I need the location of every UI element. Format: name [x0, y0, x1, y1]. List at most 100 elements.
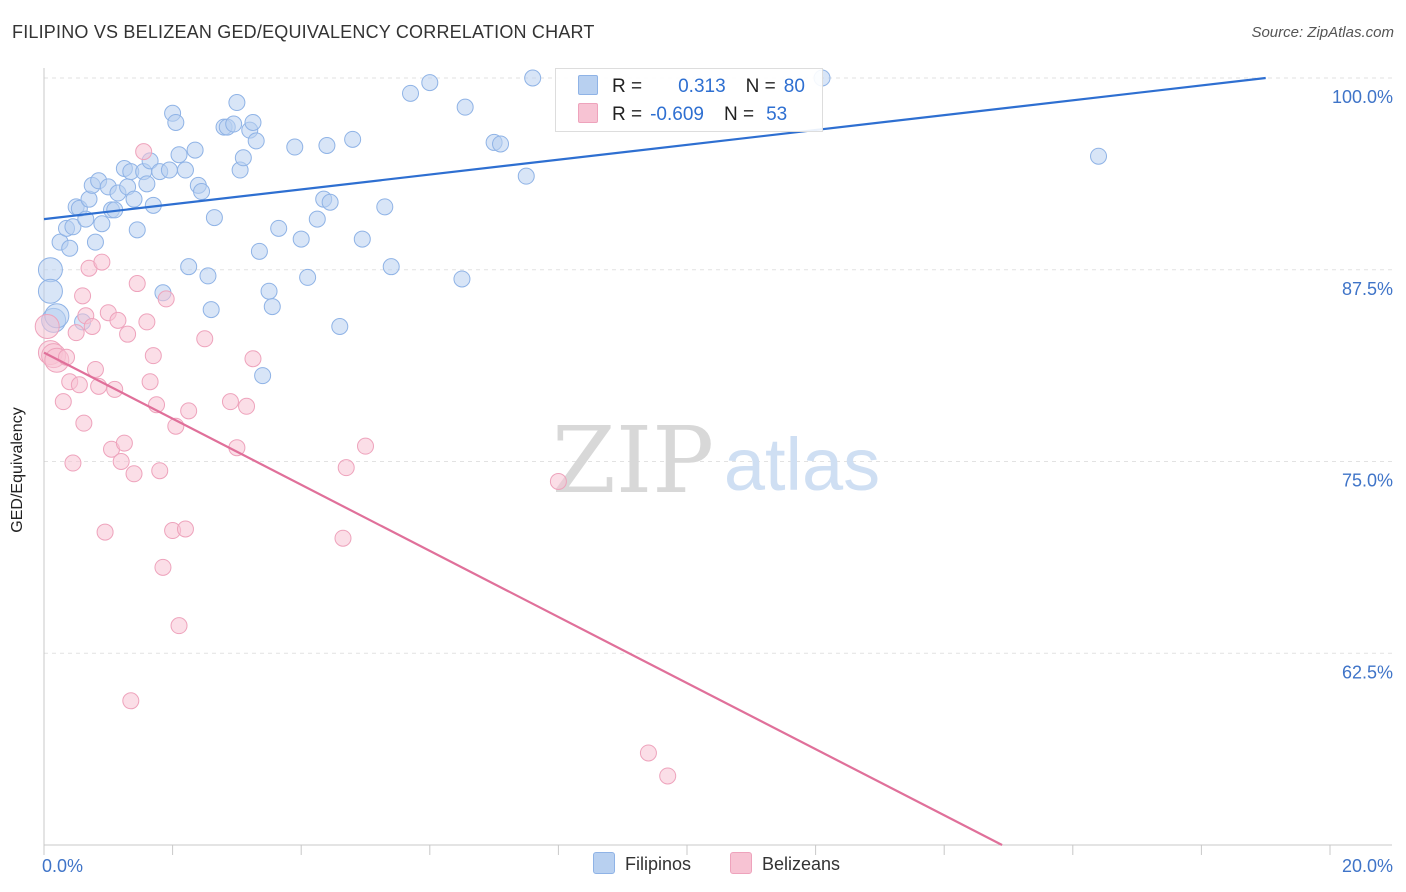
- belizeans-point: [58, 348, 76, 366]
- filipinos-point: [80, 190, 98, 208]
- filipinos-point: [250, 242, 268, 260]
- legend-swatch-belizeans: [578, 103, 598, 123]
- filipinos-point: [128, 221, 146, 239]
- filipinos-point: [492, 135, 510, 153]
- filipinos-point: [260, 282, 278, 300]
- belizeans-point: [238, 397, 256, 415]
- legend-n-label: N =: [723, 104, 755, 125]
- belizeans-point: [64, 454, 82, 472]
- belizeans-point: [334, 529, 352, 547]
- filipinos-point: [138, 175, 156, 193]
- legend-r-value-filipinos: 0.313: [678, 76, 726, 97]
- legend-n-value-belizeans: 53: [766, 104, 788, 125]
- belizeans-point: [659, 767, 677, 785]
- filipinos-point: [205, 209, 223, 227]
- filipinos-point: [421, 74, 439, 92]
- belizeans-point: [337, 459, 355, 477]
- belizeans-point: [170, 617, 188, 635]
- bottom-legend-swatch-filipinos: [593, 852, 615, 874]
- legend-r-label: R =: [612, 104, 643, 125]
- watermark-atlas: atlas: [724, 423, 880, 506]
- filipinos-point: [64, 218, 82, 236]
- filipinos-point: [331, 318, 349, 336]
- belizeans-point: [357, 437, 374, 455]
- belizeans-point: [549, 472, 567, 490]
- trend-lines: [43, 76, 1266, 846]
- belizeans-trend-line: [43, 351, 1003, 846]
- y-tick-label: 100.0%: [1332, 87, 1393, 107]
- source-credit: Source: ZipAtlas.com: [1251, 24, 1394, 41]
- filipinos-point: [1090, 147, 1108, 165]
- belizeans-point: [244, 350, 262, 368]
- watermark: ZIP atlas: [552, 407, 880, 514]
- belizeans-point: [34, 314, 60, 340]
- filipinos-point: [228, 94, 246, 112]
- belizeans-point: [86, 360, 104, 378]
- filipinos-point: [247, 132, 265, 150]
- belizeans-point: [122, 692, 140, 710]
- bottom-legend-label-filipinos: Filipinos: [625, 854, 692, 874]
- bottom-legend-belizeans: Belizeans: [730, 852, 840, 875]
- filipinos-point: [344, 130, 362, 148]
- belizeans-point: [93, 253, 111, 271]
- filipinos-point: [167, 113, 185, 131]
- belizeans-points: [34, 143, 677, 785]
- filipinos-point: [286, 138, 304, 156]
- legend-n-label: N =: [745, 76, 776, 97]
- belizeans-point: [115, 434, 133, 452]
- filipinos-point: [321, 193, 339, 211]
- belizeans-point: [75, 414, 93, 432]
- belizeans-point: [67, 324, 85, 342]
- chart-title: FILIPINO VS BELIZEAN GED/EQUIVALENCY COR…: [12, 22, 595, 42]
- filipinos-point: [234, 149, 252, 167]
- belizeans-point: [128, 275, 146, 293]
- filipinos-point: [376, 198, 394, 216]
- bottom-legend-filipinos: Filipinos: [593, 852, 691, 875]
- belizeans-point: [196, 330, 214, 348]
- belizeans-point: [154, 558, 172, 576]
- y-tick-label: 62.5%: [1342, 662, 1393, 682]
- belizeans-point: [112, 453, 130, 470]
- legend-n-value-filipinos: 80: [783, 76, 805, 97]
- legend-r-value-belizeans: -0.609: [650, 104, 704, 125]
- filipinos-point: [263, 298, 281, 316]
- tick-labels: 62.5% 75.0% 87.5% 100.0% 0.0% 20.0%: [42, 87, 1393, 876]
- filipinos-point: [524, 69, 542, 87]
- filipinos-point: [160, 161, 178, 179]
- watermark-zip: ZIP: [552, 407, 714, 514]
- x-tick-label-min: 0.0%: [42, 856, 83, 876]
- filipinos-point: [308, 210, 326, 228]
- gridlines: [44, 77, 1392, 654]
- filipinos-point: [61, 239, 79, 257]
- belizeans-point: [639, 744, 657, 762]
- belizeans-point: [135, 143, 153, 161]
- belizeans-point: [119, 325, 137, 343]
- correlation-legend: R = 0.313 N = 80 R = -0.609 N = 53: [555, 68, 823, 132]
- belizeans-point: [125, 465, 143, 483]
- x-tick-label-max: 20.0%: [1342, 856, 1393, 876]
- legend-r-label: R =: [612, 76, 643, 97]
- filipinos-point: [453, 270, 471, 288]
- filipinos-point: [176, 161, 194, 179]
- belizeans-point: [54, 393, 72, 411]
- belizeans-point: [176, 520, 194, 538]
- belizeans-point: [157, 290, 175, 308]
- filipinos-point: [93, 215, 111, 233]
- belizeans-point: [221, 393, 239, 411]
- legend-swatch-filipinos: [578, 75, 598, 95]
- belizeans-point: [144, 347, 162, 365]
- legend-row-belizeans: R = -0.609 N = 53: [578, 103, 787, 126]
- axes: [43, 68, 1392, 855]
- filipinos-point: [225, 115, 243, 133]
- filipinos-point: [37, 257, 63, 283]
- filipinos-point: [299, 268, 317, 286]
- filipinos-point: [244, 113, 262, 131]
- filipinos-point: [318, 136, 336, 154]
- filipinos-point: [292, 230, 310, 248]
- filipinos-point: [202, 301, 220, 319]
- bottom-legend-swatch-belizeans: [730, 852, 752, 874]
- filipinos-trend-line: [43, 76, 1266, 221]
- legend-row-filipinos: R = 0.313 N = 80: [578, 75, 805, 98]
- filipinos-point: [125, 190, 143, 208]
